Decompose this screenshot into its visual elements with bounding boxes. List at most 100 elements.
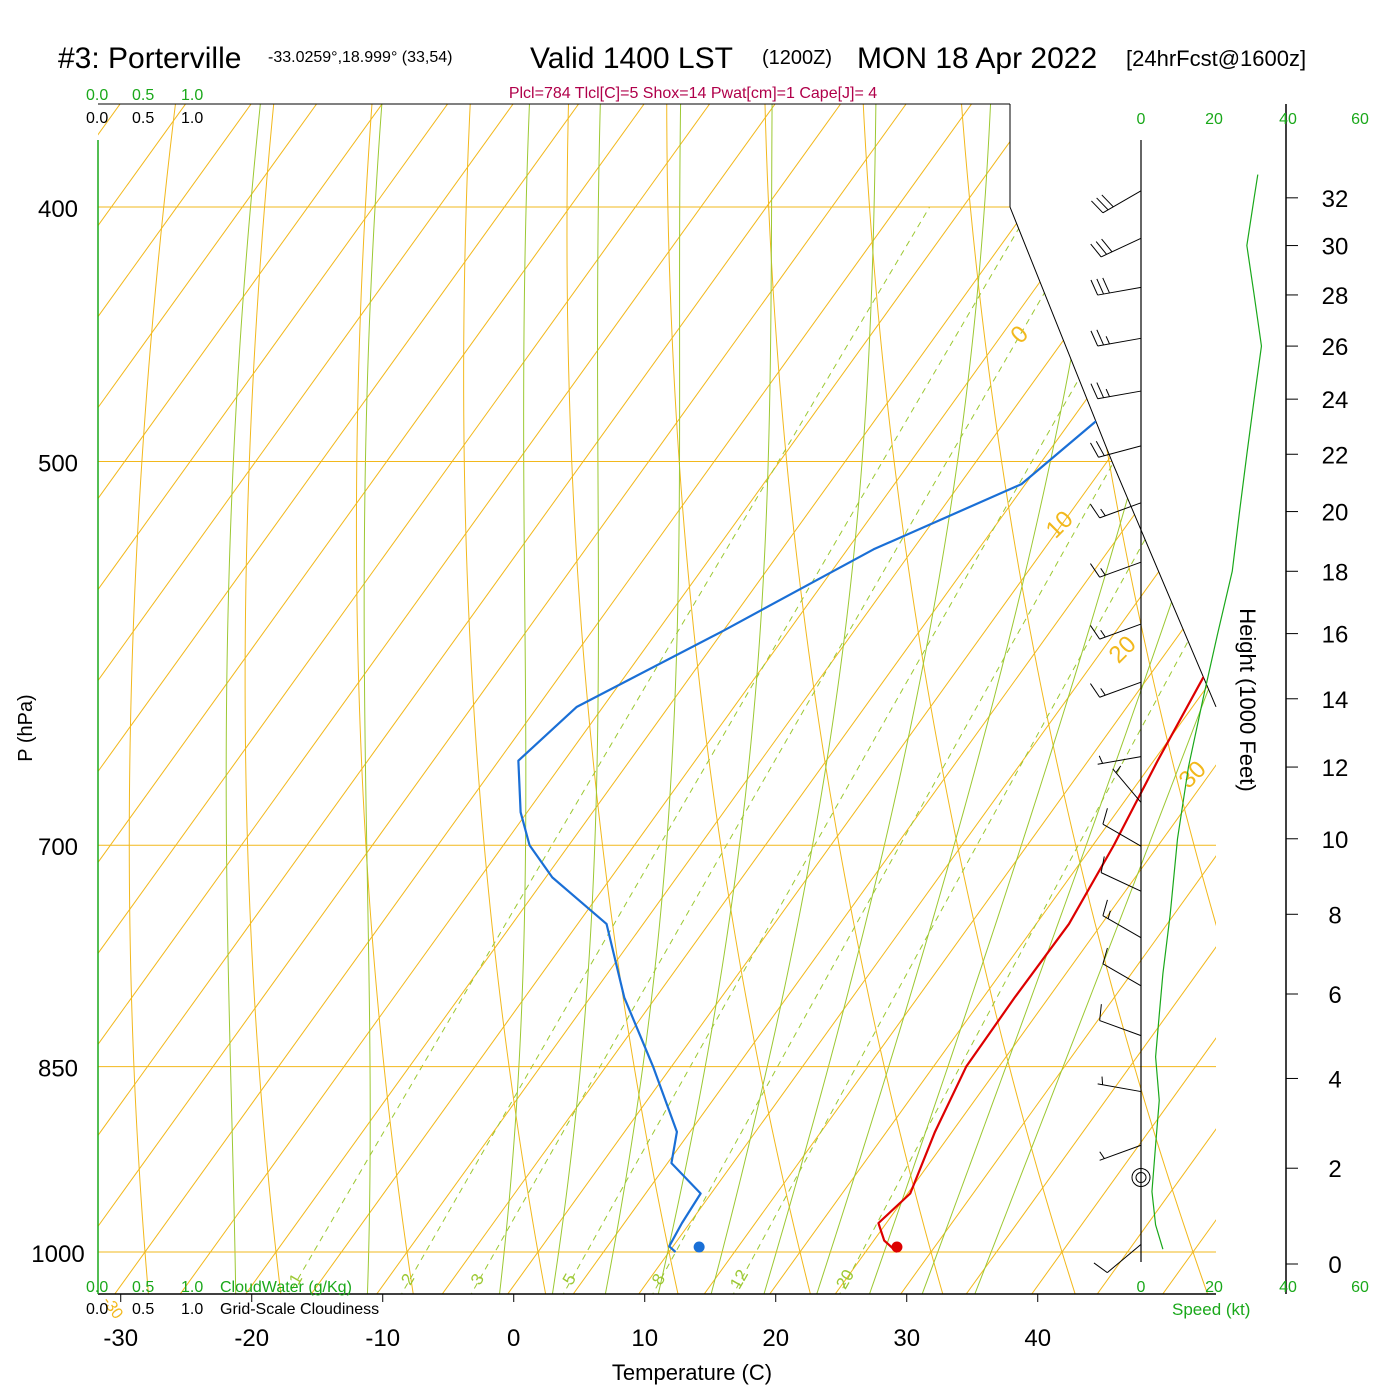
- mixing-ratio-label: 8: [648, 1270, 669, 1288]
- dry-adiabat-line: [566, 104, 694, 1294]
- wind-barb-flag: [1096, 197, 1109, 211]
- isotherm-line: [98, 104, 1009, 1294]
- wind-barb-staff: [1099, 623, 1142, 640]
- forecast-label: [24hrFcst@1600z]: [1126, 46, 1306, 71]
- mixing-ratio-line: [463, 206, 1095, 1294]
- wind-barb: [1090, 329, 1142, 347]
- cloudwater-tick-bottom-2: 1.0: [181, 1279, 203, 1296]
- dry-adiabat-line: [1201, 104, 1216, 1294]
- speed-tick-top-3: 60: [1351, 111, 1369, 128]
- wind-barb-flag: [1090, 503, 1101, 519]
- wind-barb-staff: [1099, 561, 1142, 578]
- isotherm-line: [655, 104, 1216, 1294]
- moist-adiabat-line: [225, 104, 367, 1294]
- wind-barb-staff: [1102, 823, 1142, 847]
- wind-barb-flag: [1093, 1262, 1108, 1274]
- dry-adiabat-line: [463, 104, 560, 1294]
- mixing-ratio-label: 20: [832, 1266, 858, 1292]
- wind-barb-staff: [1099, 1020, 1142, 1037]
- mixing-ratio-line: [832, 206, 1216, 1294]
- wind-barb: [1100, 856, 1142, 892]
- speed-tick-top-2: 40: [1279, 111, 1297, 128]
- wind-barb-flag: [1102, 947, 1108, 964]
- wind-barb-staff: [1100, 872, 1142, 892]
- height-tick-label: 14: [1322, 687, 1349, 714]
- wind-barb-staff: [1097, 1083, 1142, 1093]
- isotherm-line: [590, 104, 1216, 1294]
- temperature-tick-label: 10: [631, 1325, 658, 1352]
- dry-adiabat-line: [855, 104, 1098, 1294]
- moist-adiabat-line: [707, 104, 898, 1294]
- wind-barb-staff: [1106, 1243, 1142, 1273]
- cloudwater-tick-top-1: 0.5: [132, 87, 154, 104]
- pressure-tick-label: 400: [38, 196, 78, 223]
- wind-barb-flag: [1091, 200, 1104, 214]
- height-tick-label: 18: [1322, 559, 1349, 586]
- height-tick-label: 28: [1322, 283, 1349, 310]
- dewpoint-profile-line: [517, 104, 1216, 1253]
- cloudiness-tick-top-2: 1.0: [181, 110, 203, 127]
- surface-temperature-dot: [891, 1241, 903, 1253]
- isotherm-label-upper: 10: [1041, 506, 1079, 544]
- wind-barb-staff: [1099, 681, 1142, 698]
- height-tick-label: 0: [1328, 1252, 1341, 1279]
- wind-barb-flag: [1090, 330, 1099, 347]
- temperature-tick-label: 20: [762, 1325, 789, 1352]
- dry-adiabat-line: [128, 104, 293, 1294]
- height-tick-label: 6: [1328, 982, 1341, 1009]
- isotherm-line: [852, 104, 1216, 1294]
- isotherm-line: [98, 104, 747, 1294]
- dry-adiabat-line: [1033, 104, 1216, 1294]
- wind-barb-staff: [1097, 756, 1142, 765]
- speed-tick-bottom-0: 0: [1137, 1279, 1146, 1296]
- wind-barb: [1090, 623, 1142, 640]
- wind-barb: [1097, 755, 1142, 765]
- cloudwater-tick-bottom-1: 0.5: [132, 1279, 154, 1296]
- wind-barb: [1099, 1144, 1142, 1161]
- cloudiness-tick-bottom-2: 1.0: [181, 1301, 203, 1318]
- mixing-ratio-line: [280, 206, 931, 1294]
- wind-barb-flag: [1101, 194, 1114, 208]
- height-tick-label: 16: [1322, 622, 1349, 649]
- isotherm-line: [98, 104, 1216, 1294]
- speed-tick-bottom-3: 60: [1351, 1279, 1369, 1296]
- wind-barb-staff: [1112, 768, 1142, 803]
- surface-dewpoint-dot: [693, 1241, 705, 1253]
- isotherm-line: [98, 104, 1216, 1294]
- height-tick-label: 4: [1328, 1066, 1341, 1093]
- wind-barb-staff: [1099, 502, 1142, 519]
- pressure-tick-label: 500: [38, 451, 78, 478]
- isotherm-label-upper: 20: [1104, 631, 1142, 669]
- cloudwater-label: CloudWater (g/Kg): [220, 1279, 352, 1296]
- isotherm-line: [98, 104, 1140, 1294]
- isotherm-line: [98, 104, 1205, 1294]
- isotherm-line: [197, 104, 1216, 1294]
- isotherm-label-upper: 0: [1005, 320, 1034, 349]
- dry-adiabat-line: [946, 104, 1216, 1294]
- wind-speed-line: [1151, 174, 1263, 1250]
- wind-barb-staff: [1097, 390, 1142, 400]
- wind-barb-half-flag: [1100, 508, 1106, 517]
- wind-barb: [1112, 765, 1142, 803]
- pressure-tick-label: 1000: [31, 1241, 84, 1268]
- cloudiness-tick-bottom-0: 0.0: [86, 1301, 108, 1318]
- wind-barb-flag: [1090, 442, 1099, 458]
- wind-barb-flag: [1095, 241, 1107, 255]
- wind-barb: [1090, 441, 1142, 458]
- wind-barb: [1102, 899, 1142, 939]
- mixing-ratio-label: 5: [559, 1270, 580, 1288]
- valid-date: MON 18 Apr 2022: [857, 42, 1097, 75]
- moist-adiabat-line: [363, 104, 470, 1294]
- moist-adiabat-line: [602, 104, 724, 1294]
- wind-barb-staff: [1102, 963, 1142, 987]
- wind-barb: [1102, 808, 1142, 847]
- wind-barb-flag: [1090, 243, 1102, 258]
- height-axis-label: Height (1000 Feet): [1235, 608, 1260, 791]
- height-tick-label: 20: [1322, 500, 1349, 527]
- pressure-axis-label: P (hPa): [15, 694, 37, 761]
- height-tick-label: 32: [1322, 186, 1349, 213]
- temperature-tick-label: -20: [234, 1325, 269, 1352]
- height-tick-label: 22: [1322, 442, 1349, 469]
- wind-barb-flag: [1096, 329, 1105, 346]
